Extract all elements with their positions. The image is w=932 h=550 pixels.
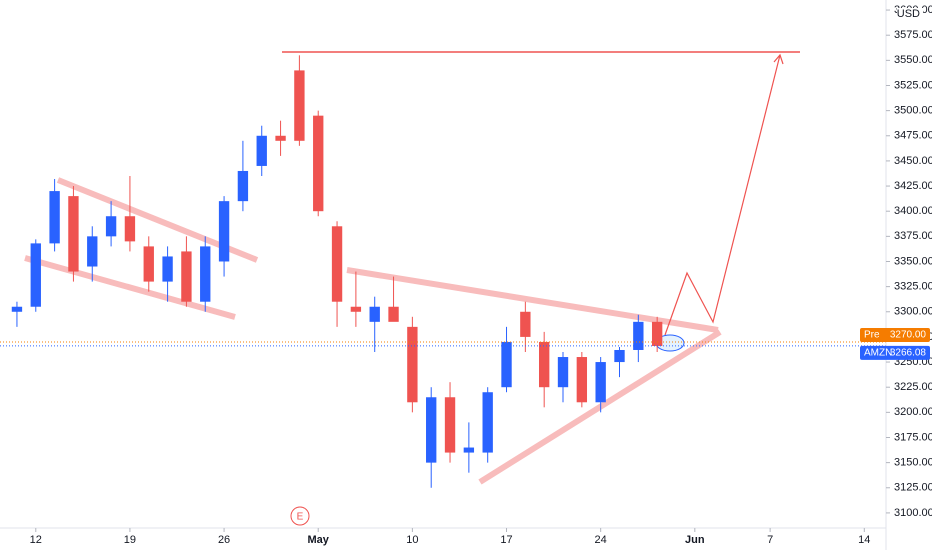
y-tick-label: 3100.00 — [894, 507, 932, 519]
candle-body — [313, 115, 324, 212]
candle-body — [482, 392, 493, 453]
x-tick-label: 12 — [30, 534, 42, 546]
triangle-line — [478, 329, 722, 485]
candle-body — [87, 236, 98, 267]
candle-body — [633, 321, 644, 350]
candle-body — [294, 70, 305, 141]
candle-body — [237, 170, 249, 202]
candle-body — [256, 135, 267, 166]
price-tag-label: 3266.08 — [890, 348, 927, 359]
candle-body — [124, 216, 136, 242]
candle-body — [30, 243, 41, 307]
candle-body — [651, 321, 663, 346]
x-tick-label: 26 — [218, 534, 230, 546]
y-tick-label: 3350.00 — [894, 255, 932, 267]
y-tick-label: 3375.00 — [894, 230, 932, 242]
candle-body — [463, 447, 475, 453]
channel-line — [24, 255, 236, 320]
y-tick-label: 3575.00 — [894, 29, 932, 41]
candle-body — [143, 246, 154, 282]
y-tick-label: 3300.00 — [894, 306, 932, 318]
y-tick-label: 3150.00 — [894, 457, 932, 469]
candle-body — [200, 246, 211, 302]
y-tick-label: 3475.00 — [894, 130, 932, 142]
candle-body — [331, 226, 343, 302]
candle-body — [539, 341, 550, 388]
candles — [0, 55, 886, 488]
candle-body — [444, 397, 456, 453]
price-tag-name: Pre — [864, 330, 880, 341]
price-tag-label: 3270.00 — [890, 330, 927, 341]
candle-body — [614, 349, 625, 363]
drawings — [24, 51, 800, 485]
x-tick-label: May — [308, 534, 330, 546]
y-tick-label: 3425.00 — [894, 180, 932, 192]
x-tick-label: 10 — [406, 534, 418, 546]
triangle-line — [346, 267, 719, 333]
y-tick-label: 3175.00 — [894, 431, 932, 443]
x-tick-label: 7 — [767, 534, 773, 546]
candle-body — [105, 216, 117, 237]
candle-body — [557, 357, 569, 388]
price-tag-name: AMZN — [864, 348, 892, 359]
currency-label: USD — [897, 8, 920, 20]
x-tick-label: 17 — [500, 534, 512, 546]
x-tick-label: 14 — [858, 534, 870, 546]
candle-body — [388, 306, 399, 322]
candle-body — [68, 196, 79, 272]
candle-body — [576, 357, 588, 403]
currency-bg — [897, 8, 923, 21]
candle-body — [181, 251, 192, 302]
candle-body — [350, 306, 362, 312]
arrow-head — [773, 53, 784, 65]
x-tick-label: 19 — [124, 534, 136, 546]
candle-body — [162, 256, 173, 282]
x-tick-label: 24 — [595, 534, 607, 546]
y-tick-label: 3200.00 — [894, 406, 932, 418]
y-tick-label: 3450.00 — [894, 155, 932, 167]
candle-body — [369, 306, 380, 322]
price-tag — [860, 345, 930, 360]
y-tick-label: 3500.00 — [894, 105, 932, 117]
candle-body — [520, 311, 531, 337]
y-tick-label: 3550.00 — [894, 54, 932, 66]
candle-body — [407, 326, 418, 403]
y-tick-label: 3400.00 — [894, 205, 932, 217]
candle-body — [218, 201, 230, 262]
y-tick-label: 3225.00 — [894, 381, 932, 393]
earnings-marker[interactable] — [290, 506, 310, 526]
x-tick-label: Jun — [685, 534, 705, 546]
candle-body — [11, 306, 23, 312]
price-tag — [860, 327, 930, 342]
candle-body — [501, 341, 512, 388]
candle-body — [426, 397, 437, 463]
candle-body — [49, 191, 60, 244]
candle-body — [595, 362, 606, 403]
candle-body — [275, 135, 286, 141]
y-tick-label: 3525.00 — [894, 79, 932, 91]
projection-arrow — [664, 54, 781, 336]
earnings-label: E — [297, 512, 304, 523]
y-tick-label: 3125.00 — [894, 482, 932, 494]
y-tick-label: 3325.00 — [894, 281, 932, 293]
